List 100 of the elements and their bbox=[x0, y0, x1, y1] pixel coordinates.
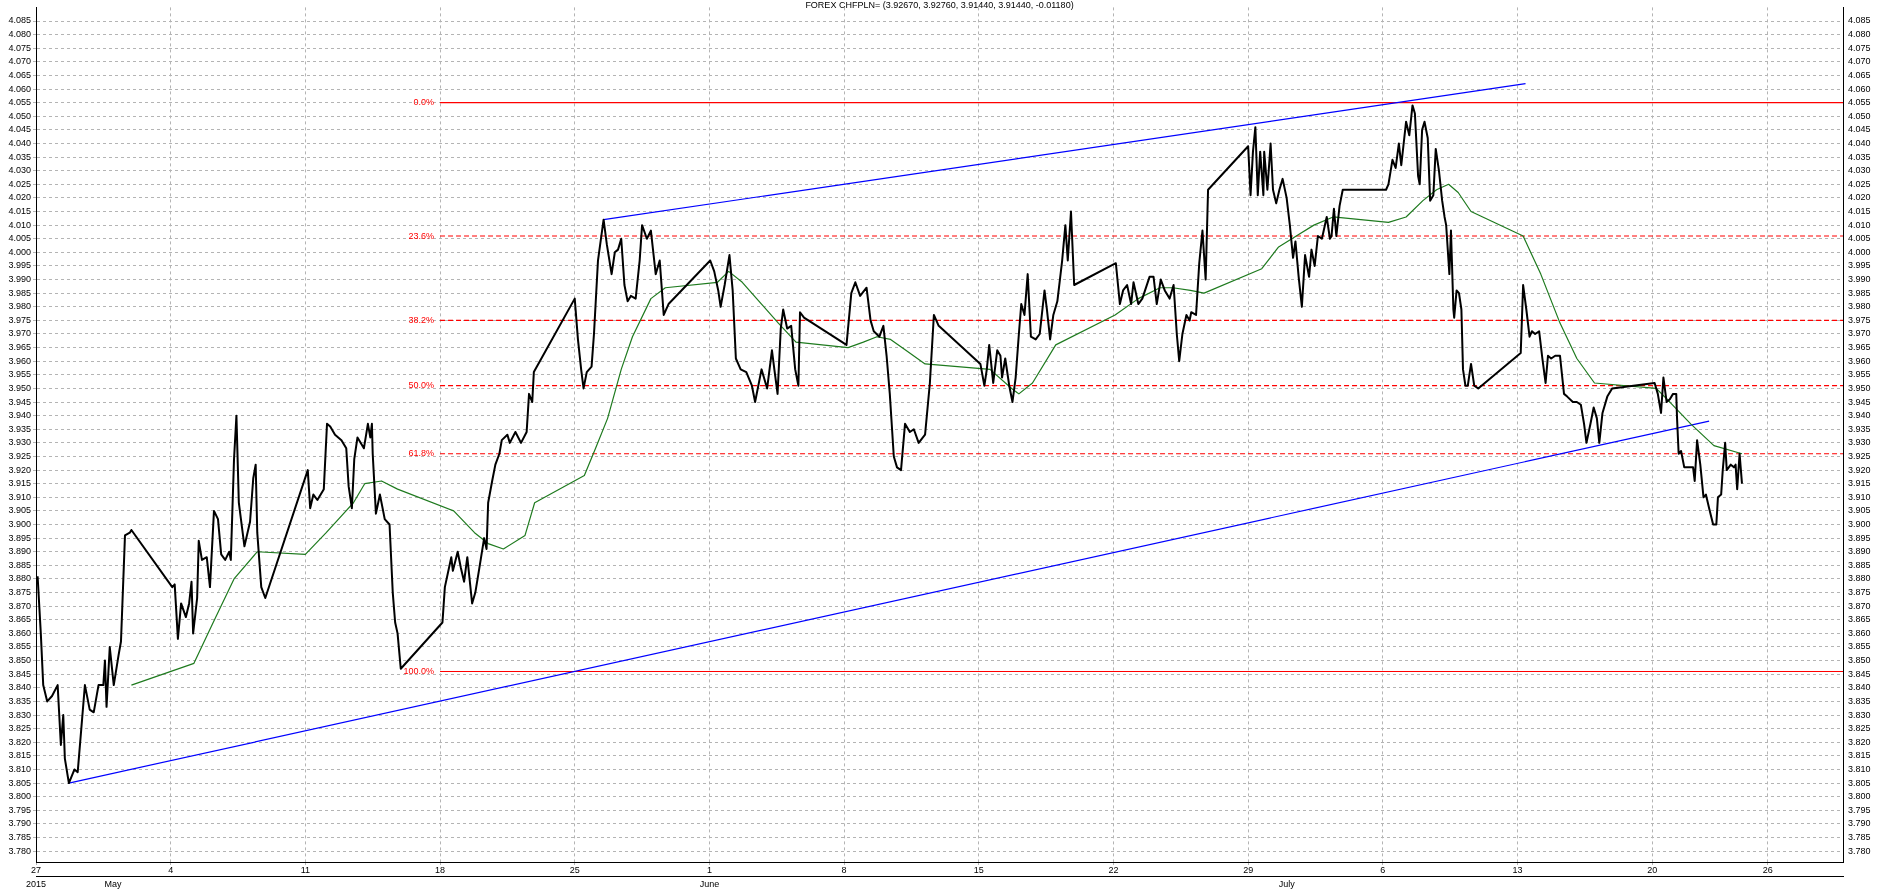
series-label: 50.0% bbox=[408, 380, 435, 391]
y2-tick-label: 4.055 bbox=[1848, 97, 1871, 108]
y2-tick-label: 3.945 bbox=[1848, 396, 1871, 407]
y-tick-label: 3.940 bbox=[8, 410, 31, 421]
y2-tick-label: 3.830 bbox=[1848, 709, 1871, 720]
y-tick-label: 3.875 bbox=[8, 587, 31, 598]
y2-tick-label: 3.850 bbox=[1848, 655, 1871, 666]
x-tick-label: 1 bbox=[706, 864, 712, 875]
x2-tick-label: May bbox=[104, 878, 122, 889]
x-tick-label: 4 bbox=[168, 864, 174, 875]
y2-tick-label: 3.790 bbox=[1848, 818, 1871, 829]
y-tick-label: 3.810 bbox=[8, 763, 31, 774]
y2-tick-label: 3.995 bbox=[1848, 260, 1871, 271]
y2-tick-label: 4.050 bbox=[1848, 110, 1871, 121]
y-tick-label: 4.075 bbox=[8, 42, 31, 53]
y2-tick-label: 4.030 bbox=[1848, 165, 1871, 176]
y2-tick-label: 3.835 bbox=[1848, 695, 1871, 706]
y2-tick-label: 3.970 bbox=[1848, 328, 1871, 339]
y-tick-label: 3.820 bbox=[8, 736, 31, 747]
x-tick-label: 11 bbox=[300, 864, 311, 875]
y-tick-label: 4.000 bbox=[8, 246, 31, 257]
y-tick-label: 3.905 bbox=[8, 505, 31, 516]
y2-tick-label: 3.980 bbox=[1848, 301, 1871, 312]
y-tick-label: 3.870 bbox=[8, 600, 31, 611]
y2-tick-label: 4.070 bbox=[1848, 56, 1871, 67]
y-tick-label: 3.975 bbox=[8, 314, 31, 325]
y-tick-label: 4.015 bbox=[8, 206, 31, 217]
y-tick-label: 4.005 bbox=[8, 233, 31, 244]
y-tick-label: 3.790 bbox=[8, 818, 31, 829]
y2-tick-label: 3.795 bbox=[1848, 804, 1871, 815]
y2-tick-label: 3.915 bbox=[1848, 478, 1871, 489]
y2-tick-label: 3.855 bbox=[1848, 641, 1871, 652]
y2-tick-label: 3.840 bbox=[1848, 682, 1871, 693]
y2-tick-label: 4.005 bbox=[1848, 233, 1871, 244]
y-tick-label: 3.915 bbox=[8, 478, 31, 489]
y-tick-label: 3.990 bbox=[8, 274, 31, 285]
y-tick-label: 3.800 bbox=[8, 791, 31, 802]
y2-tick-label: 3.925 bbox=[1848, 450, 1871, 461]
x-tick-label: 29 bbox=[1243, 864, 1254, 875]
y2-tick-label: 4.080 bbox=[1848, 29, 1871, 40]
y2-tick-label: 3.870 bbox=[1848, 600, 1871, 611]
y-tick-label: 3.945 bbox=[8, 396, 31, 407]
y2-tick-label: 3.955 bbox=[1848, 369, 1871, 380]
y2-tick-label: 3.875 bbox=[1848, 587, 1871, 598]
y-tick-label: 3.895 bbox=[8, 532, 31, 543]
y-tick-label: 3.880 bbox=[8, 573, 31, 584]
y-tick-label: 3.970 bbox=[8, 328, 31, 339]
y2-tick-label: 3.975 bbox=[1848, 314, 1871, 325]
y2-tick-label: 4.000 bbox=[1848, 246, 1871, 257]
y2-tick-label: 3.865 bbox=[1848, 614, 1871, 625]
x-tick-label: 22 bbox=[1108, 864, 1119, 875]
y2-tick-label: 3.940 bbox=[1848, 410, 1871, 421]
y2-tick-label: 3.785 bbox=[1848, 831, 1871, 842]
y-tick-label: 4.040 bbox=[8, 137, 31, 148]
y2-tick-label: 4.010 bbox=[1848, 219, 1871, 230]
y2-tick-label: 4.060 bbox=[1848, 83, 1871, 94]
y-tick-label: 3.930 bbox=[8, 437, 31, 448]
series-label: 23.6% bbox=[408, 230, 435, 241]
x-tick-label: 27 bbox=[30, 864, 42, 875]
y-tick-label: 3.795 bbox=[8, 804, 31, 815]
x-tick-label: 8 bbox=[841, 864, 847, 875]
y-tick-label: 4.050 bbox=[8, 110, 31, 121]
y2-tick-label: 3.900 bbox=[1848, 519, 1871, 529]
x-tick-label: 13 bbox=[1512, 864, 1523, 875]
y2-tick-label: 3.845 bbox=[1848, 668, 1871, 679]
y-tick-label: 3.965 bbox=[8, 342, 31, 353]
y2-tick-label: 4.035 bbox=[1848, 151, 1871, 162]
y-tick-label: 3.815 bbox=[8, 750, 31, 761]
y-tick-label: 4.055 bbox=[8, 97, 31, 108]
y-tick-label: 3.845 bbox=[8, 668, 31, 679]
y-tick-label: 4.080 bbox=[8, 29, 31, 40]
y2-tick-label: 3.880 bbox=[1848, 573, 1871, 584]
x2-tick-label: June bbox=[699, 878, 720, 889]
y-tick-label: 3.955 bbox=[8, 369, 31, 380]
y2-tick-label: 4.045 bbox=[1848, 124, 1871, 135]
y-tick-label: 4.085 bbox=[8, 15, 31, 26]
y2-tick-label: 3.820 bbox=[1848, 736, 1871, 747]
y-tick-label: 4.060 bbox=[8, 83, 31, 94]
y2-tick-label: 3.930 bbox=[1848, 437, 1871, 448]
y-tick-label: 3.850 bbox=[8, 655, 31, 666]
y-tick-label: 3.830 bbox=[8, 709, 31, 720]
y-tick-label: 3.985 bbox=[8, 287, 31, 298]
y-tick-label: 3.960 bbox=[8, 355, 31, 366]
series-label: 0.0% bbox=[413, 97, 435, 108]
y-tick-label: 3.885 bbox=[8, 559, 31, 570]
y-tick-label: 3.995 bbox=[8, 260, 31, 271]
y2-tick-label: 3.815 bbox=[1848, 750, 1871, 761]
y-tick-label: 4.070 bbox=[8, 56, 31, 67]
series-label: 100.0% bbox=[403, 665, 435, 676]
y-tick-label: 4.065 bbox=[8, 69, 31, 80]
x-tick-label: 25 bbox=[569, 864, 580, 875]
y-tick-label: 3.780 bbox=[8, 845, 31, 856]
x-tick-label: 26 bbox=[1762, 864, 1773, 875]
y2-tick-label: 3.860 bbox=[1848, 627, 1871, 638]
y-tick-label: 3.980 bbox=[8, 301, 31, 312]
y-tick-label: 3.785 bbox=[8, 831, 31, 842]
y2-tick-label: 4.015 bbox=[1848, 206, 1871, 217]
y2-tick-label: 3.990 bbox=[1848, 274, 1871, 285]
series-label: 38.2% bbox=[408, 314, 435, 325]
y2-tick-label: 4.075 bbox=[1848, 42, 1871, 53]
